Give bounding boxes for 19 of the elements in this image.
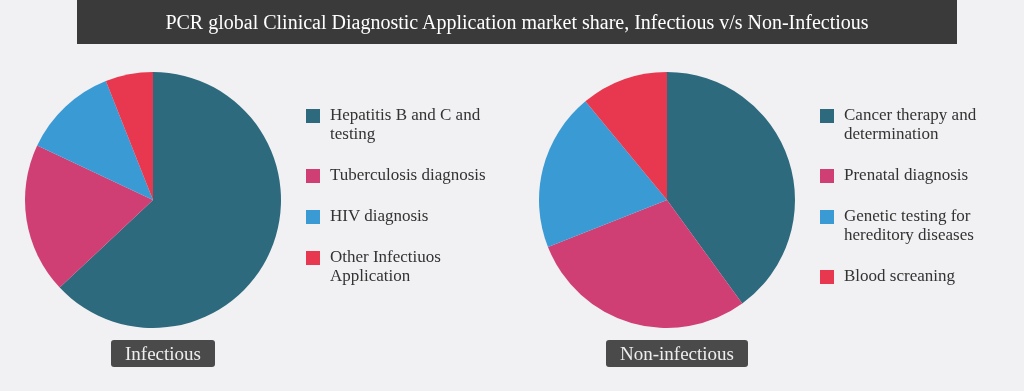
legend-label: Hepatitis B and C and testing bbox=[330, 105, 482, 143]
legend-label: Cancer therapy and determination bbox=[844, 105, 978, 143]
pie-slice bbox=[25, 145, 153, 288]
pie-slice bbox=[667, 72, 795, 304]
text: Infectious bbox=[111, 340, 215, 367]
legend-label: Genetic testing for hereditory diseases bbox=[844, 206, 975, 244]
legend-label: Other Infectiuos Application bbox=[330, 247, 442, 285]
pie-slice bbox=[37, 80, 153, 200]
legend-label: Blood screaning bbox=[844, 266, 956, 285]
chart-title: PCR global Clinical Diagnostic Application market share, Infectious v/s Non-Infectious bbox=[77, 0, 957, 44]
pie-slice bbox=[59, 72, 281, 328]
pie-slice bbox=[547, 200, 743, 328]
legend-label: Tuberculosis diagnosis bbox=[330, 165, 487, 184]
pie-slice bbox=[539, 101, 667, 248]
pie-slice bbox=[585, 72, 667, 200]
text: Non-infectious bbox=[606, 340, 748, 367]
legend-label: HIV diagnosis bbox=[330, 206, 430, 225]
pie-slice bbox=[105, 72, 153, 200]
legend-label: Prenatal diagnosis bbox=[844, 165, 970, 184]
